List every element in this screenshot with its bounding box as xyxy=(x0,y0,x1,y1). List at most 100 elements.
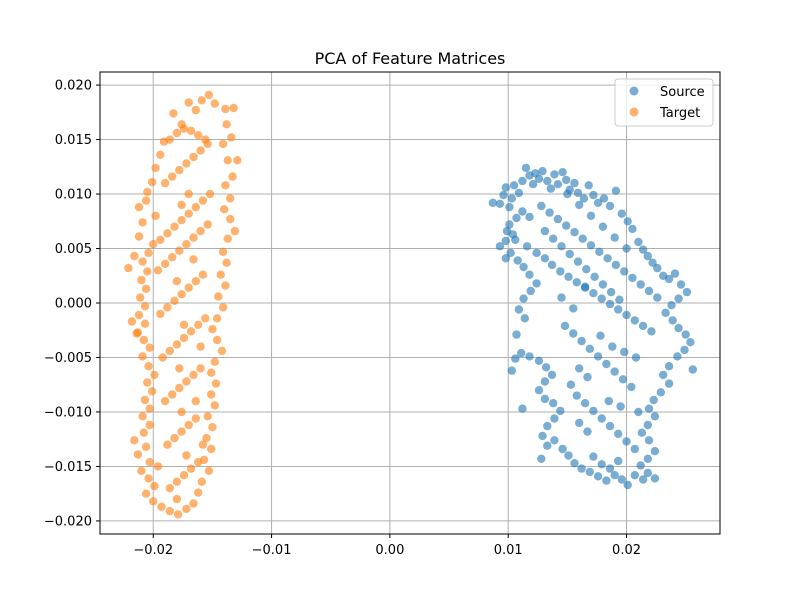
scatter-point-target xyxy=(134,310,144,320)
scatter-point-source xyxy=(636,461,645,470)
scatter-point-target xyxy=(172,477,182,486)
scatter-point-target xyxy=(198,196,208,205)
scatter-point-source xyxy=(627,382,636,392)
scatter-point-source xyxy=(653,293,662,302)
scatter-point-target xyxy=(144,362,153,371)
scatter-point-source xyxy=(643,468,652,478)
scatter-point-source xyxy=(602,476,611,485)
scatter-point-target xyxy=(186,464,196,473)
scatter-point-source xyxy=(488,198,497,207)
scatter-point-target xyxy=(168,172,177,181)
scatter-point-source xyxy=(585,467,594,477)
scatter-point-target xyxy=(184,189,193,199)
legend-label-target: Target xyxy=(659,106,700,121)
scatter-point-target xyxy=(138,257,147,266)
scatter-point-source xyxy=(543,441,552,450)
scatter-point-target xyxy=(182,504,191,514)
scatter-point-target xyxy=(150,481,159,491)
scatter-point-target xyxy=(160,396,170,406)
scatter-point-target xyxy=(207,444,216,454)
scatter-point-target xyxy=(196,226,205,236)
scatter-point-source xyxy=(560,321,570,331)
scatter-point-target xyxy=(191,202,200,212)
scatter-point-target xyxy=(163,440,172,449)
scatter-point-target xyxy=(179,124,189,133)
scatter-point-target xyxy=(186,126,196,135)
scatter-point-target xyxy=(140,395,150,405)
scatter-point-source xyxy=(569,329,578,338)
scatter-point-source xyxy=(518,404,527,413)
scatter-point-source xyxy=(575,418,584,428)
y-tick-label: −0.010 xyxy=(44,405,92,420)
scatter-point-source xyxy=(638,475,648,484)
scatter-point-source xyxy=(623,480,632,490)
scatter-point-source xyxy=(618,375,628,384)
scatter-point-source xyxy=(593,472,603,481)
scatter-point-source xyxy=(688,365,697,374)
scatter-point-source xyxy=(534,356,544,365)
scatter-point-source xyxy=(638,245,648,254)
scatter-point-source xyxy=(595,247,604,256)
scatter-point-source xyxy=(614,456,623,466)
scatter-point-target xyxy=(165,346,174,356)
scatter-point-source xyxy=(519,294,528,303)
scatter-point-target xyxy=(226,194,235,203)
scatter-point-target xyxy=(228,172,237,181)
scatter-point-source xyxy=(590,272,599,281)
scatter-point-target xyxy=(158,353,167,362)
scatter-point-target xyxy=(184,98,193,107)
scatter-point-source xyxy=(514,188,524,198)
scatter-point-target xyxy=(229,103,238,113)
scatter-point-source xyxy=(589,406,598,416)
scatter-point-source xyxy=(664,379,674,388)
scatter-point-source xyxy=(623,217,632,226)
scatter-point-target xyxy=(221,281,230,290)
scatter-point-source xyxy=(499,190,508,200)
scatter-point-target xyxy=(163,303,172,312)
scatter-point-source xyxy=(556,406,565,416)
scatter-point-source xyxy=(614,429,623,438)
scatter-point-source xyxy=(630,444,639,454)
scatter-point-source xyxy=(593,198,603,207)
x-tick-label: −0.02 xyxy=(133,543,173,558)
y-tick-label: 0.005 xyxy=(55,242,92,257)
y-axis-ticks: −0.020 −0.015 −0.010 −0.005 0.000 0.005 0.010 0… xyxy=(44,79,100,529)
scatter-point-source xyxy=(501,183,510,192)
scatter-point-source xyxy=(606,287,616,297)
scatter-point-source xyxy=(643,454,652,463)
scatter-point-target xyxy=(140,319,150,328)
scatter-point-source xyxy=(526,286,535,296)
scatter-point-target xyxy=(172,277,182,286)
legend-marker-target xyxy=(629,107,639,117)
scatter-point-target xyxy=(212,335,222,345)
scatter-point-source xyxy=(648,258,657,267)
scatter-point-target xyxy=(202,433,211,443)
scatter-point-source xyxy=(681,330,690,339)
scatter-point-target xyxy=(196,342,205,351)
scatter-point-source xyxy=(495,242,505,251)
scatter-point-target xyxy=(207,390,216,399)
scatter-point-source xyxy=(616,402,625,411)
scatter-point-target xyxy=(207,368,216,377)
scatter-point-source xyxy=(650,447,660,456)
scatter-point-source xyxy=(540,377,550,386)
scatter-point-source xyxy=(558,444,567,454)
scatter-point-source xyxy=(564,451,573,460)
scatter-point-target xyxy=(196,146,205,155)
scatter-point-target xyxy=(211,379,221,388)
scatter-point-source xyxy=(543,421,552,431)
scatter-point-target xyxy=(143,187,152,197)
scatter-point-source xyxy=(605,464,615,473)
scatter-point-target xyxy=(138,352,147,361)
scatter-point-target xyxy=(217,346,227,356)
scatter-point-source xyxy=(602,359,611,369)
scatter-point-target xyxy=(141,196,151,205)
scatter-point-source xyxy=(604,396,613,406)
scatter-point-source xyxy=(507,366,516,375)
y-tick-label: −0.020 xyxy=(44,514,92,529)
scatter-point-source xyxy=(589,289,598,298)
scatter-point-target xyxy=(197,477,206,486)
scatter-point-source xyxy=(501,254,510,263)
scatter-point-source xyxy=(512,330,521,339)
